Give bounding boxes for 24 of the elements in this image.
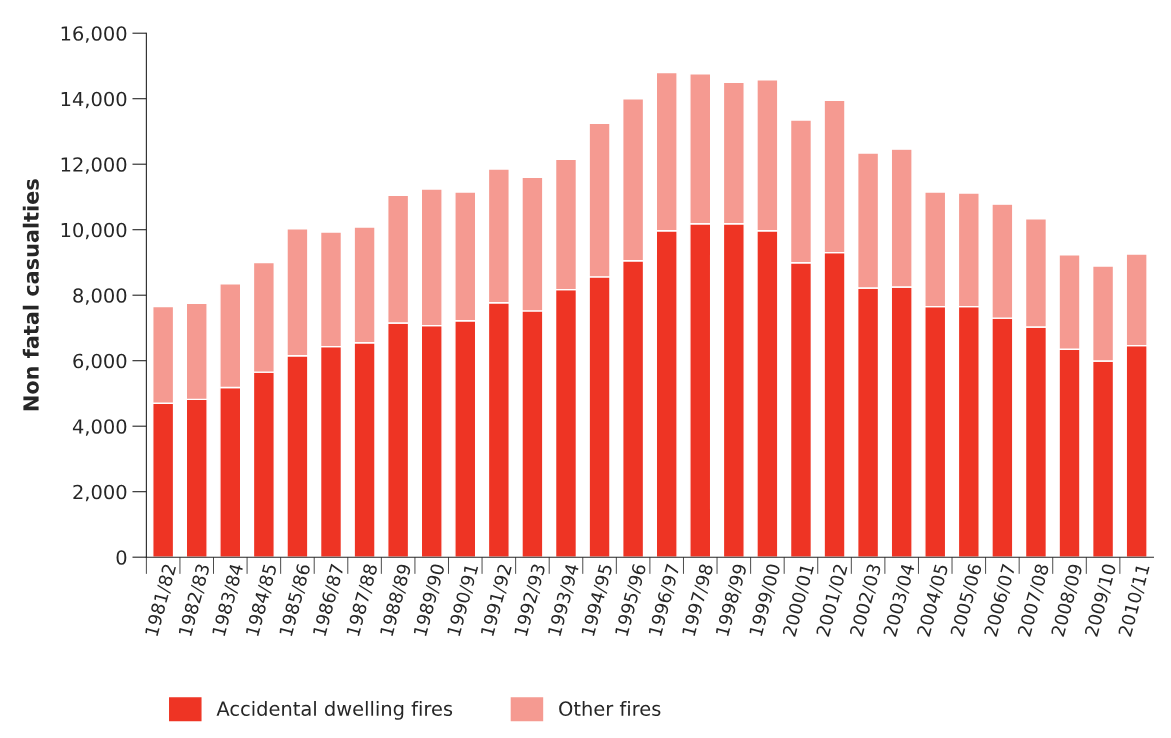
x-tick-label: 1986/87 <box>312 563 346 637</box>
x-tick-label: 1984/85 <box>245 563 279 637</box>
y-tick-label: 4,000 <box>72 419 127 436</box>
legend-label: Accidental dwelling fires <box>216 700 453 720</box>
y-tick-label: 8,000 <box>73 288 127 305</box>
y-tick-label: 14,000 <box>61 91 127 109</box>
y-tick-label: 6,000 <box>73 353 127 371</box>
x-tick-label: 1989/90 <box>413 563 447 637</box>
y-tick-label: 0 <box>116 550 127 565</box>
y-tick-label: 2,000 <box>73 484 127 502</box>
x-tick-label: 1996/97 <box>648 563 682 637</box>
x-tick-label: 2006/07 <box>983 563 1017 638</box>
x-tick-label: 1982/83 <box>178 563 212 637</box>
y-axis-title: Non fatal casualties <box>22 179 39 411</box>
x-tick-label: 2007/08 <box>1017 563 1051 638</box>
x-tick-label: 2009/10 <box>1084 563 1118 638</box>
legend-label: Other fires <box>559 700 661 717</box>
y-tick-label: 16,000 <box>61 26 127 43</box>
x-tick-label: 2002/03 <box>849 563 883 638</box>
x-tick-label: 1988/89 <box>379 563 413 637</box>
y-tick-label: 12,000 <box>61 157 127 174</box>
x-tick-label: 1987/88 <box>345 563 380 637</box>
y-tick-label: 10,000 <box>61 222 127 240</box>
x-tick-label: 1998/99 <box>715 563 749 637</box>
